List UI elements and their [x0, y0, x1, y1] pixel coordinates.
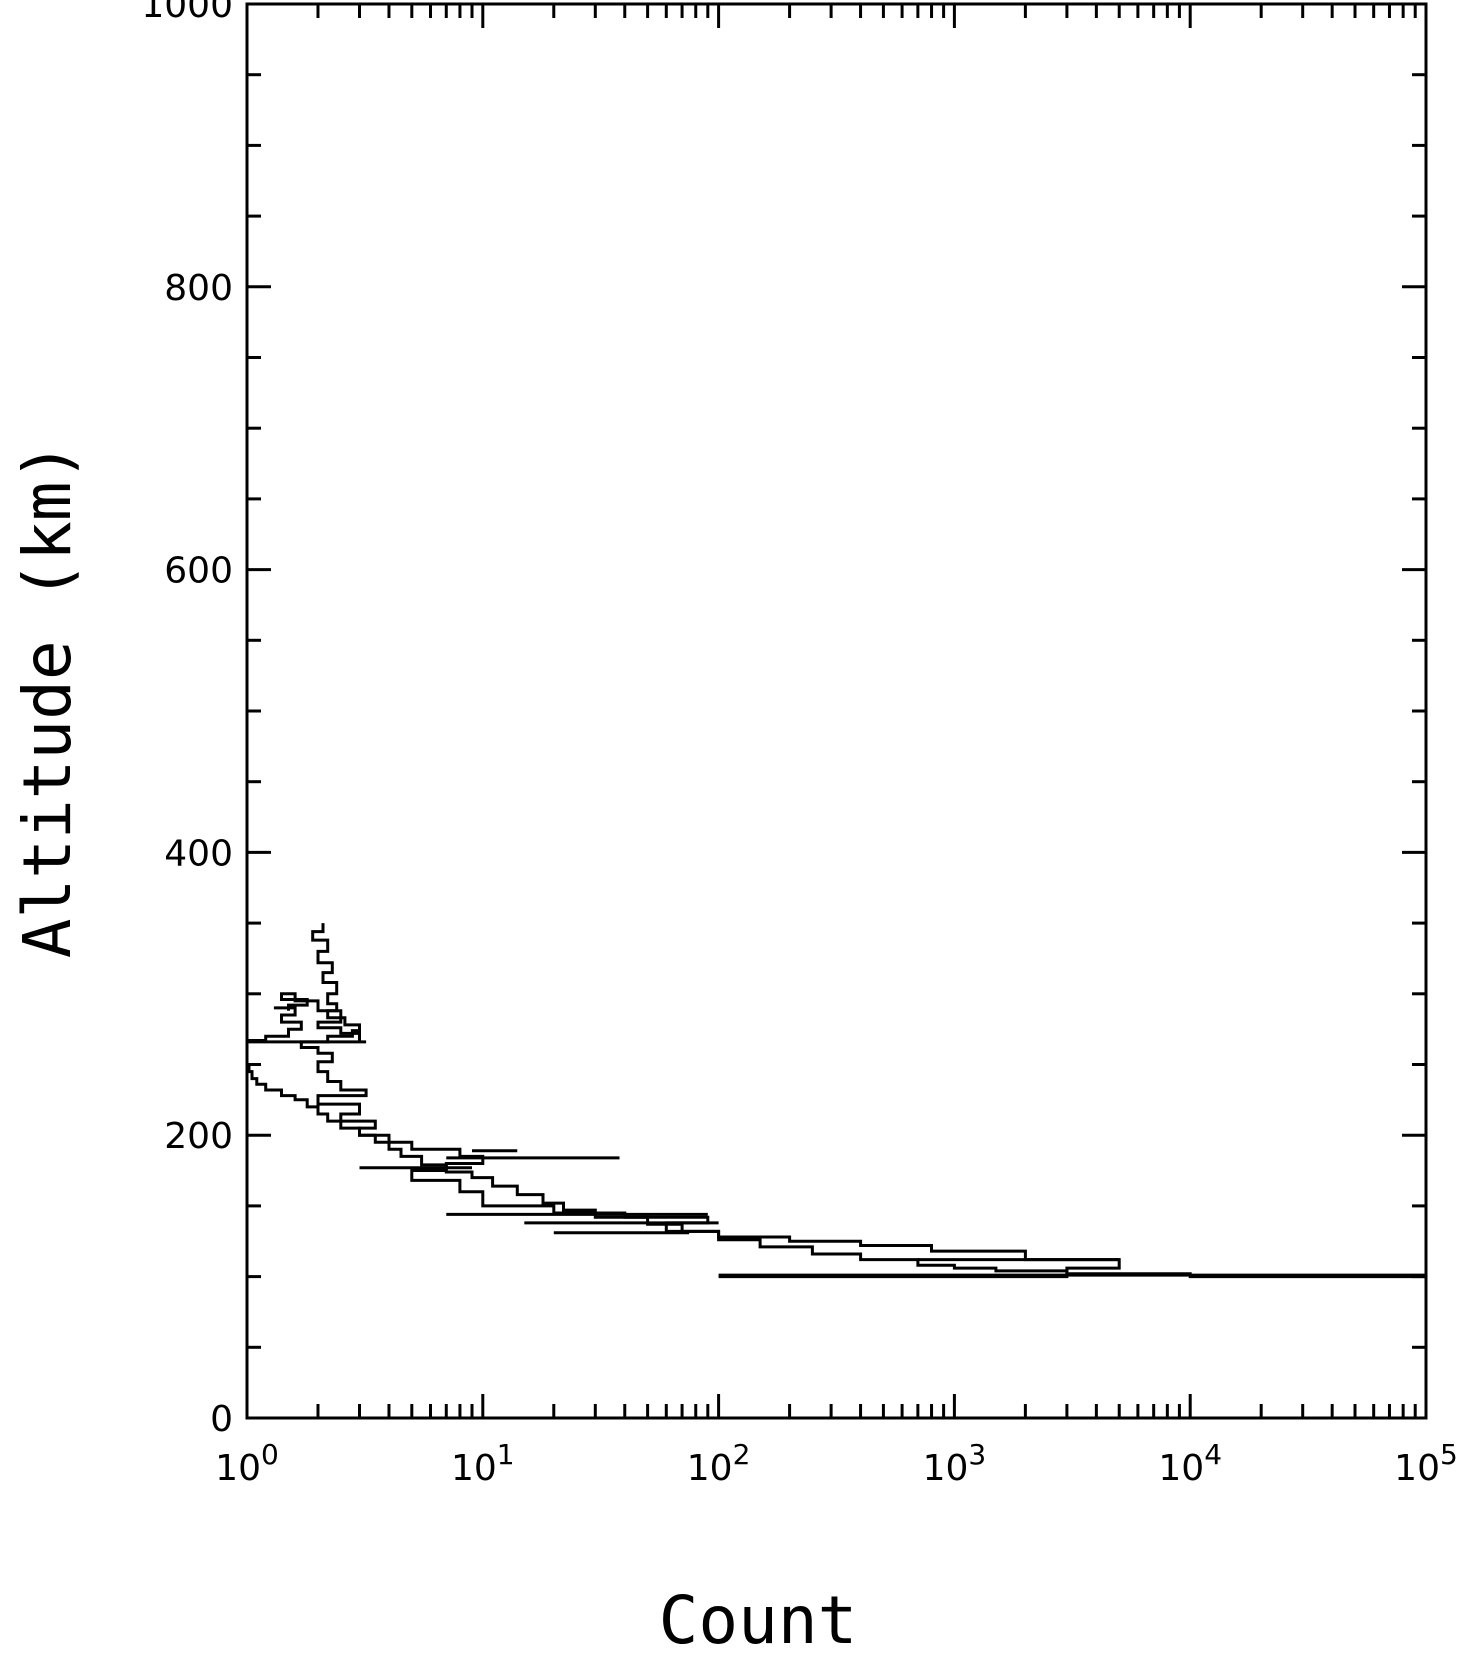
x-tick-label: 101 [451, 1438, 515, 1489]
data-lines [245, 923, 1426, 1279]
x-tick-label: 105 [1394, 1438, 1458, 1489]
x-tick-label: 102 [687, 1438, 751, 1489]
y-axis-title: Altitude (km) [9, 442, 86, 959]
series-line-3 [245, 992, 367, 1044]
axis-ticks [245, 2, 1426, 1420]
x-axis-title: Count [659, 1582, 858, 1659]
y-tick-label: 1000 [141, 0, 233, 26]
y-tick-label: 200 [164, 1116, 233, 1157]
series-line-2 [299, 923, 1121, 1279]
y-tick-labels: 0 200 400 600 800 1000 [141, 0, 233, 1440]
y-tick-label: 600 [164, 551, 233, 592]
x-tick-label: 103 [923, 1438, 987, 1489]
y-tick-label: 0 [210, 1399, 233, 1440]
x-tick-label: 100 [215, 1438, 279, 1489]
plot-frame [245, 2, 1428, 1420]
series-line-1 [247, 1064, 1426, 1279]
y-tick-label: 800 [164, 268, 233, 309]
x-tick-labels: 100 101 102 103 104 105 [215, 1438, 1458, 1489]
y-tick-label: 400 [164, 833, 233, 874]
x-tick-label: 104 [1158, 1438, 1222, 1489]
